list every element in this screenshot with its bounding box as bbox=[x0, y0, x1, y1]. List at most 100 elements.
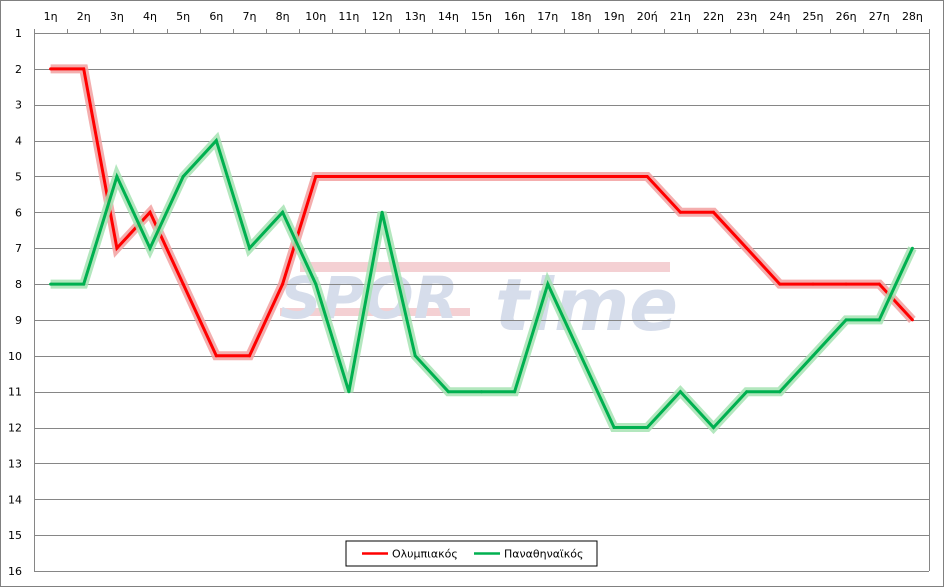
x-tick-label: 4η bbox=[143, 10, 157, 23]
x-tick-label: 7η bbox=[242, 10, 256, 23]
data-point bbox=[878, 318, 881, 321]
data-point bbox=[381, 175, 384, 178]
watermark-text-2: time bbox=[495, 263, 678, 347]
y-tick-label: 4 bbox=[15, 135, 22, 148]
x-tick-label: 28η bbox=[902, 10, 923, 23]
data-point bbox=[82, 67, 85, 70]
data-point bbox=[712, 426, 715, 429]
y-tick-label: 10 bbox=[8, 350, 22, 363]
data-point bbox=[546, 175, 549, 178]
x-tick-label: 12η bbox=[372, 10, 393, 23]
data-point bbox=[579, 354, 582, 357]
x-tick-label: 1η bbox=[44, 10, 58, 23]
data-point bbox=[679, 390, 682, 393]
x-tick-label: 23η bbox=[736, 10, 757, 23]
data-point bbox=[845, 283, 848, 286]
y-tick-label: 2 bbox=[15, 63, 22, 76]
y-tick-label: 11 bbox=[8, 386, 22, 399]
y-tick-label: 16 bbox=[8, 565, 22, 578]
legend: Ολυμπιακός Παναθηναϊκός bbox=[346, 541, 597, 566]
data-point bbox=[546, 283, 549, 286]
data-point bbox=[281, 283, 284, 286]
y-tick-label: 15 bbox=[8, 529, 22, 542]
data-point bbox=[480, 175, 483, 178]
legend-label-panathinaikos: Παναθηναϊκός bbox=[504, 548, 583, 561]
data-point bbox=[182, 175, 185, 178]
data-point bbox=[182, 283, 185, 286]
data-point bbox=[215, 354, 218, 357]
data-point bbox=[513, 390, 516, 393]
data-point bbox=[646, 426, 649, 429]
x-tick-label: 16η bbox=[504, 10, 525, 23]
x-tick-label: 5η bbox=[176, 10, 190, 23]
x-tick-label: 19η bbox=[604, 10, 625, 23]
data-point bbox=[745, 390, 748, 393]
data-point bbox=[480, 390, 483, 393]
data-point bbox=[115, 247, 118, 250]
data-point bbox=[911, 247, 914, 250]
data-point bbox=[347, 175, 350, 178]
x-tick-label: 27η bbox=[869, 10, 890, 23]
data-point bbox=[347, 390, 350, 393]
x-tick-label: 25η bbox=[802, 10, 823, 23]
data-point bbox=[115, 175, 118, 178]
x-tick-label: 17η bbox=[537, 10, 558, 23]
data-point bbox=[613, 426, 616, 429]
data-point bbox=[49, 67, 52, 70]
data-point bbox=[49, 283, 52, 286]
x-tick-label: 18η bbox=[570, 10, 591, 23]
data-point bbox=[613, 175, 616, 178]
data-point bbox=[778, 390, 781, 393]
y-tick-label: 12 bbox=[8, 422, 22, 435]
x-tick-label: 6η bbox=[209, 10, 223, 23]
y-tick-label: 9 bbox=[15, 314, 22, 327]
data-point bbox=[314, 283, 317, 286]
x-tick-label: 26η bbox=[836, 10, 857, 23]
y-tick-label: 8 bbox=[15, 278, 22, 291]
y-tick-label: 6 bbox=[15, 206, 22, 219]
data-point bbox=[778, 283, 781, 286]
x-tick-label: 24η bbox=[769, 10, 790, 23]
x-tick-label: 11η bbox=[338, 10, 359, 23]
data-point bbox=[712, 211, 715, 214]
data-point bbox=[381, 211, 384, 214]
x-tick-label: 20ή bbox=[637, 10, 658, 23]
data-point bbox=[845, 318, 848, 321]
x-tick-label: 2η bbox=[77, 10, 91, 23]
data-point bbox=[314, 175, 317, 178]
y-tick-label: 14 bbox=[8, 493, 22, 506]
data-point bbox=[878, 283, 881, 286]
data-point bbox=[82, 283, 85, 286]
data-point bbox=[215, 139, 218, 142]
data-point bbox=[414, 354, 417, 357]
x-tick-label: 13η bbox=[405, 10, 426, 23]
y-tick-label: 1 bbox=[15, 27, 22, 40]
data-point bbox=[646, 175, 649, 178]
data-point bbox=[281, 211, 284, 214]
data-point bbox=[579, 175, 582, 178]
x-tick-label: 10η bbox=[305, 10, 326, 23]
x-tick-label: 8η bbox=[276, 10, 290, 23]
data-point bbox=[745, 247, 748, 250]
x-tick-label: 22η bbox=[703, 10, 724, 23]
x-tick-label: 3η bbox=[110, 10, 124, 23]
y-tick-label: 13 bbox=[8, 457, 22, 470]
x-tick-label: 21η bbox=[670, 10, 691, 23]
data-point bbox=[679, 211, 682, 214]
data-point bbox=[812, 283, 815, 286]
data-point bbox=[149, 211, 152, 214]
legend-label-olympiakos: Ολυμπιακός bbox=[392, 548, 458, 561]
data-point bbox=[248, 354, 251, 357]
x-tick-label: 15η bbox=[471, 10, 492, 23]
data-point bbox=[248, 247, 251, 250]
x-tick-label: 14η bbox=[438, 10, 459, 23]
y-tick-label: 5 bbox=[15, 170, 22, 183]
data-point bbox=[513, 175, 516, 178]
y-tick-label: 3 bbox=[15, 99, 22, 112]
y-tick-label: 7 bbox=[15, 242, 22, 255]
data-point bbox=[447, 390, 450, 393]
data-point bbox=[414, 175, 417, 178]
